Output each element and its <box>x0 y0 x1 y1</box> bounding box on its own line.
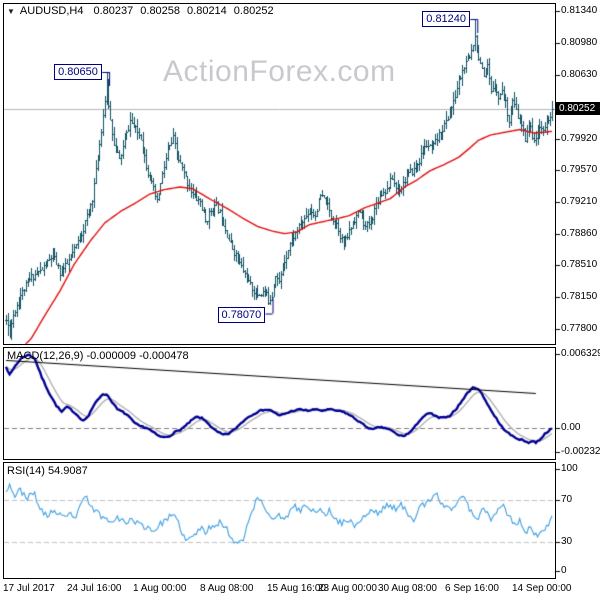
price-axis-label: 0.81340 <box>561 5 598 17</box>
rsi-indicator-label: RSI(14) 54.9087 <box>7 465 88 477</box>
rsi-panel <box>3 462 556 579</box>
macd-axis-label: -0.002324 <box>561 446 600 457</box>
price-panel <box>3 3 556 345</box>
symbol-header: ▼ AUDUSD,H4 0.80237 0.80258 0.80214 0.80… <box>7 5 281 17</box>
time-axis-label: 8 Aug 08:00 <box>200 583 254 594</box>
swing-low-label-0-78070: 0.78070 <box>217 306 266 323</box>
price-axis-label: 0.80980 <box>561 37 598 49</box>
time-axis-label: 6 Sep 16:00 <box>445 583 499 594</box>
macd-panel <box>3 347 556 460</box>
rsi-axis-label: 0 <box>561 565 567 576</box>
rsi-axis-label: 70 <box>561 493 573 505</box>
time-axis-label: 14 Sep 00:00 <box>512 583 572 594</box>
quote-open: 0.80237 <box>93 5 134 17</box>
swing-high-label-0-80650: 0.80650 <box>54 63 102 80</box>
time-axis-label: 30 Aug 08:00 <box>378 583 437 594</box>
macd-axis-label: 0.00 <box>561 422 581 434</box>
price-axis-label: 0.79210 <box>561 196 598 208</box>
time-axis-label: 1 Aug 00:00 <box>133 583 187 594</box>
time-axis-label: 15 Aug 16:00 <box>267 583 326 594</box>
price-axis-label: 0.79570 <box>561 163 598 175</box>
macd-indicator-label: MACD(12,26,9) -0.000009 -0.000478 <box>7 350 189 362</box>
price-axis-label: 0.77800 <box>561 322 598 334</box>
quote-high: 0.80258 <box>140 5 181 17</box>
price-axis-label: 0.78510 <box>561 259 598 271</box>
price-axis-label: 0.78150 <box>561 291 598 303</box>
watermark: ActionForex.com <box>163 55 396 88</box>
time-axis-label: 24 Jul 16:00 <box>67 583 122 594</box>
current-price-tag: 0.80252 <box>556 101 600 115</box>
price-axis-label: 0.80630 <box>561 68 598 80</box>
time-axis-label: 23 Aug 00:00 <box>318 583 377 594</box>
quote-low: 0.80214 <box>187 5 227 17</box>
price-axis-label: 0.79920 <box>561 132 598 144</box>
dropdown-arrow-icon[interactable]: ▼ <box>7 6 15 16</box>
price-axis-label: 0.78860 <box>561 227 598 239</box>
time-axis-label: 17 Jul 2017 <box>3 583 55 594</box>
symbol-label: AUDUSD,H4 <box>19 5 84 17</box>
quote-close: 0.80252 <box>233 5 274 17</box>
rsi-axis-label: 100 <box>561 463 578 474</box>
swing-high-label-0-81240: 0.81240 <box>422 11 471 28</box>
macd-axis-label: 0.006329 <box>561 348 600 359</box>
rsi-axis-label: 30 <box>561 536 573 548</box>
